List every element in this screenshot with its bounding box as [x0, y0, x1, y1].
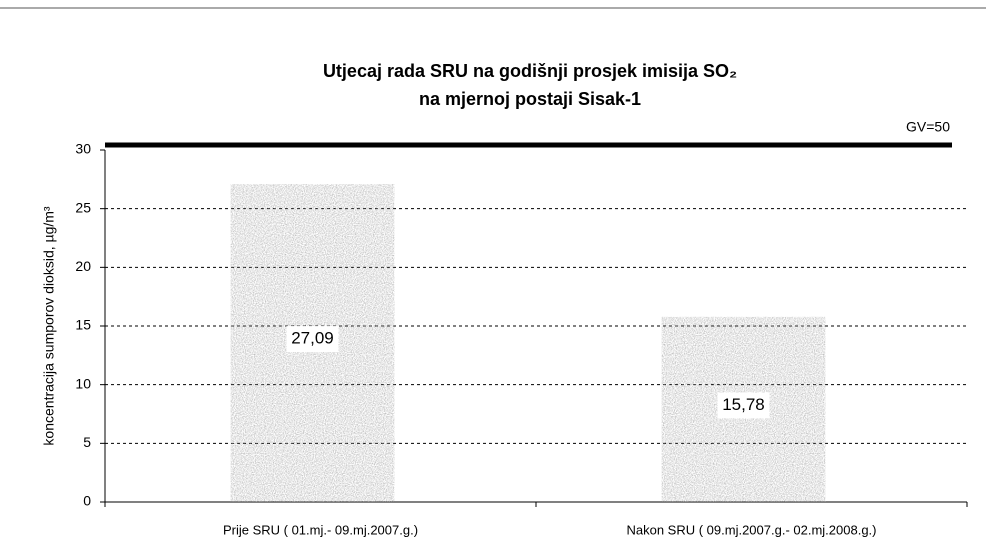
annotation: GV=50 — [906, 119, 950, 135]
value-label: 15,78 — [722, 395, 765, 414]
x-tick-label: Nakon SRU ( 09.mj.2007.g.- 02.mj.2008.g.… — [626, 522, 876, 537]
y-tick-label: 30 — [75, 141, 91, 157]
y-tick-label: 15 — [75, 317, 91, 333]
y-tick-label: 0 — [83, 493, 91, 509]
chart-subtitle: na mjernoj postaji Sisak-1 — [419, 89, 641, 109]
value-label-box — [286, 326, 339, 353]
y-tick-label: 5 — [83, 434, 91, 450]
y-tick-label: 10 — [75, 375, 91, 391]
y-tick-label: 25 — [75, 199, 91, 215]
chart-title: Utjecaj rada SRU na godišnji prosjek imi… — [323, 61, 737, 81]
value-label-box — [717, 392, 770, 419]
y-axis-label: koncentracija sumporov dioksid, µg/m³ — [41, 206, 57, 446]
x-tick-label: Prije SRU ( 01.mj.- 09.mj.2007.g.) — [223, 522, 418, 537]
y-tick-label: 20 — [75, 258, 91, 274]
value-label: 27,09 — [291, 329, 334, 348]
